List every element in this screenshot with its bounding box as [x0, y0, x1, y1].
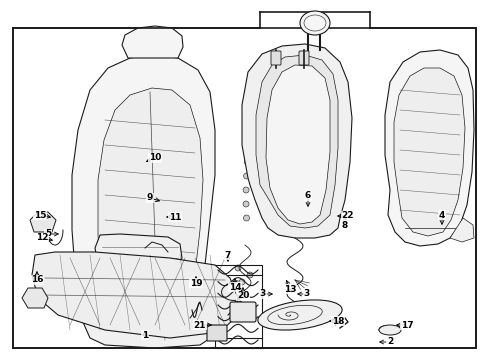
- Circle shape: [243, 173, 249, 179]
- Text: 20: 20: [236, 292, 249, 301]
- Circle shape: [243, 215, 249, 221]
- Circle shape: [243, 201, 248, 207]
- Circle shape: [409, 140, 419, 150]
- Circle shape: [246, 272, 252, 278]
- FancyBboxPatch shape: [229, 302, 256, 322]
- FancyBboxPatch shape: [298, 51, 308, 65]
- Polygon shape: [265, 65, 329, 224]
- Circle shape: [243, 187, 248, 193]
- Text: 10: 10: [148, 153, 161, 162]
- FancyBboxPatch shape: [270, 51, 281, 65]
- Text: 8: 8: [341, 220, 347, 230]
- Polygon shape: [30, 212, 56, 232]
- Text: 16: 16: [31, 275, 43, 284]
- Text: 5: 5: [45, 230, 51, 238]
- Polygon shape: [384, 50, 473, 246]
- Text: 6: 6: [304, 192, 310, 201]
- Text: 9: 9: [146, 194, 153, 202]
- Circle shape: [248, 117, 254, 123]
- Circle shape: [235, 265, 241, 271]
- Text: 4: 4: [438, 211, 444, 220]
- Polygon shape: [72, 55, 215, 283]
- Text: 7: 7: [224, 251, 231, 260]
- Polygon shape: [82, 274, 218, 348]
- Text: 2: 2: [386, 338, 392, 346]
- Circle shape: [437, 140, 447, 150]
- Text: 11: 11: [168, 212, 181, 221]
- Polygon shape: [256, 55, 337, 228]
- Polygon shape: [393, 68, 464, 236]
- Text: 22: 22: [341, 211, 353, 220]
- Polygon shape: [122, 26, 183, 58]
- Polygon shape: [95, 234, 182, 274]
- Polygon shape: [98, 88, 203, 276]
- Polygon shape: [449, 218, 473, 242]
- Text: 1: 1: [142, 330, 148, 339]
- Text: 15: 15: [34, 211, 46, 220]
- Text: 21: 21: [193, 320, 206, 329]
- Ellipse shape: [257, 300, 342, 330]
- Text: 12: 12: [36, 234, 48, 243]
- Text: 3: 3: [259, 289, 265, 298]
- Polygon shape: [22, 288, 48, 308]
- Circle shape: [423, 180, 433, 190]
- Text: 14: 14: [228, 283, 241, 292]
- Text: 19: 19: [189, 279, 202, 288]
- Ellipse shape: [378, 325, 400, 335]
- Circle shape: [246, 131, 253, 137]
- Circle shape: [437, 160, 447, 170]
- Circle shape: [409, 160, 419, 170]
- Circle shape: [423, 160, 433, 170]
- Ellipse shape: [299, 11, 329, 35]
- Circle shape: [437, 180, 447, 190]
- Circle shape: [239, 279, 244, 285]
- Text: 3: 3: [303, 289, 309, 298]
- Circle shape: [423, 140, 433, 150]
- Text: 17: 17: [400, 320, 412, 329]
- Circle shape: [244, 159, 250, 165]
- Text: 18: 18: [331, 316, 344, 325]
- Polygon shape: [32, 252, 238, 338]
- Text: 13: 13: [283, 284, 296, 293]
- Circle shape: [409, 180, 419, 190]
- Polygon shape: [242, 44, 351, 238]
- Circle shape: [245, 145, 251, 151]
- FancyBboxPatch shape: [206, 325, 226, 341]
